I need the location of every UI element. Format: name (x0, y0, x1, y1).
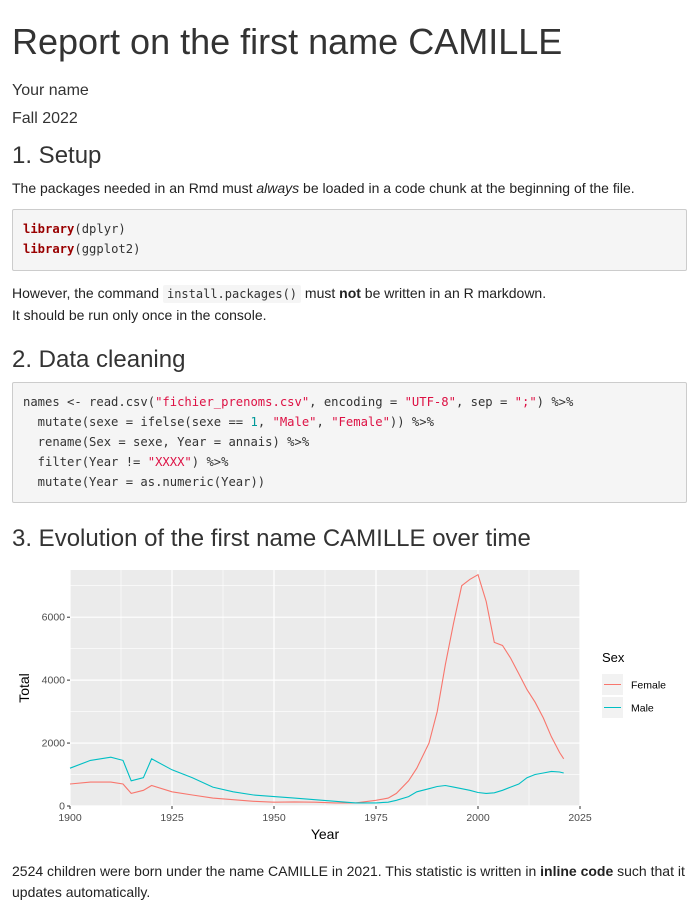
code-line: library(dplyr) (23, 222, 126, 236)
code-string: "UTF-8" (404, 395, 456, 409)
section-heading-evolution: 3. Evolution of the first name CAMILLE o… (12, 525, 531, 552)
code-chunk-cleaning: names <- read.csv("fichier_prenoms.csv",… (12, 382, 687, 503)
inline-code: install.packages() (162, 285, 302, 303)
x-tick-label: 2000 (466, 812, 490, 824)
note-line2: It should be run only once in the consol… (12, 307, 267, 323)
section-heading-cleaning: 2. Data cleaning (12, 346, 186, 373)
code-line: mutate(sexe = ifelse(sexe == 1, "Male", … (23, 415, 434, 429)
code-line: library(ggplot2) (23, 242, 141, 256)
author: Your name (12, 82, 89, 99)
summary-before: 2524 children were born under the name C… (12, 863, 541, 879)
setup-intro-before: The packages needed in an Rmd must (12, 180, 257, 196)
legend-label: Female (631, 680, 666, 692)
note-after: be written in an R markdown. (360, 285, 547, 301)
code-line: names <- read.csv("fichier_prenoms.csv",… (23, 395, 574, 409)
legend-label: Male (631, 703, 654, 715)
summary-after: such that it updates automatically. (12, 863, 685, 900)
code-arg: dplyr (81, 222, 119, 236)
code-keyword: library (23, 242, 75, 256)
code-number: 1 (250, 415, 258, 429)
x-tick-label: 2025 (568, 812, 592, 824)
date: Fall 2022 (12, 110, 78, 127)
note-strong: not (339, 285, 361, 301)
note-mid: must (301, 285, 340, 301)
code-string: "Male" (272, 415, 317, 429)
x-tick-label: 1975 (364, 812, 388, 824)
code-keyword: library (23, 222, 75, 236)
code-string: "fichier_prenoms.csv" (155, 395, 310, 409)
setup-intro-after: be loaded in a code chunk at the beginni… (299, 180, 635, 196)
code-arg: ggplot2 (81, 242, 134, 256)
summary-strong: inline code (540, 863, 614, 879)
code-string: ";" (514, 395, 537, 409)
series-line-male (69, 756, 564, 804)
y-tick-label: 0 (59, 801, 65, 813)
series-line-female (69, 573, 565, 804)
code-line: mutate(Year = as.numeric(Year)) (23, 475, 266, 489)
y-tick-label: 6000 (42, 612, 66, 624)
x-tick-label: 1925 (160, 812, 184, 824)
note-before: However, the command (12, 285, 163, 301)
legend-title: Sex (602, 650, 625, 665)
y-tick-label: 4000 (42, 675, 66, 687)
y-tick-label: 2000 (42, 738, 66, 750)
code-string: "Female" (331, 415, 390, 429)
setup-intro: The packages needed in an Rmd must alway… (12, 178, 687, 199)
code-line: rename(Sex = sexe, Year = annais) %>% (23, 435, 310, 449)
summary-paragraph: 2524 children were born under the name C… (12, 861, 687, 903)
chart: 1900 1925 1950 1975 2000 2025 0 2000 4000 6000 Yea… (16, 570, 666, 842)
code-line: filter(Year != "XXXX") %>% (23, 455, 229, 469)
x-tick-label: 1950 (262, 812, 286, 824)
setup-intro-em: always (256, 180, 300, 196)
setup-note: However, the command install.packages() … (12, 283, 687, 326)
code-chunk-setup: library(dplyr) library(ggplot2) (12, 209, 687, 271)
section-heading-setup: 1. Setup (12, 142, 102, 169)
x-tick-label: 1900 (58, 812, 82, 824)
code-string: "XXXX" (147, 455, 192, 469)
x-axis-title: Year (311, 826, 340, 842)
page-title: Report on the first name CAMILLE (12, 21, 563, 62)
y-axis-title: Total (16, 673, 32, 703)
